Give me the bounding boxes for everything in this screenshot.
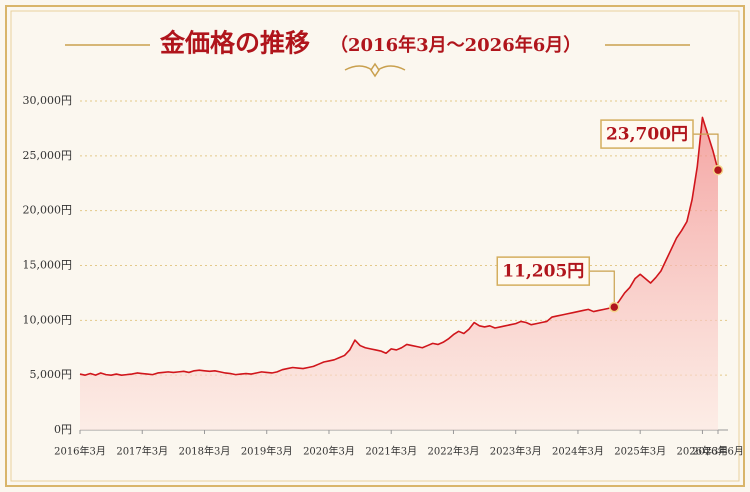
plot: 0円 5,000円 10,000円 15,000円 20,000円 25,000円 30,0…	[23, 94, 744, 458]
chart-subtitle: （2016年3月～2026年6月）	[330, 34, 581, 56]
y-tick-label: 25,000円	[23, 149, 73, 162]
point	[609, 301, 620, 313]
ornament	[344, 62, 406, 78]
annotation-label: 23,700円	[606, 125, 688, 145]
y-tick-label: 0円	[54, 423, 72, 436]
frame-inner	[10, 10, 740, 482]
y-tick-label: 15,000円	[23, 259, 73, 272]
x-tick-label: 2023年3月	[490, 445, 542, 458]
x-tick-label: 2020年3月	[303, 445, 355, 458]
frame	[5, 5, 745, 487]
x-tick-label: 2018年3月	[179, 445, 231, 458]
y-tick-label: 5,000円	[30, 368, 73, 381]
connector	[693, 133, 719, 171]
x-tick-label: 2025年3月	[614, 445, 666, 458]
y-tick-label: 30,000円	[23, 94, 73, 107]
x-tick-label: 2019年3月	[241, 445, 293, 458]
x-tick-label: 2021年3月	[365, 445, 417, 458]
x-tick-label: 2022年3月	[428, 445, 480, 458]
connector	[589, 270, 615, 308]
chart-title: 金価格の推移	[159, 29, 310, 58]
x-tick-label: 2017年3月	[116, 445, 168, 458]
point	[712, 164, 724, 176]
annotation-box	[496, 256, 591, 286]
y-tick-label: 10,000円	[23, 313, 73, 326]
annotation-label: 11,205円	[502, 262, 584, 282]
x-tick-label: 2026年3月	[677, 445, 729, 458]
annotation-box	[600, 119, 694, 149]
y-tick-label: 20,000円	[23, 204, 73, 217]
x-tick-label: 2024年3月	[552, 445, 604, 458]
area	[80, 117, 718, 430]
x-tick-label: 2016年3月	[54, 445, 106, 458]
x-tick-label: 2026年6月	[692, 445, 744, 458]
